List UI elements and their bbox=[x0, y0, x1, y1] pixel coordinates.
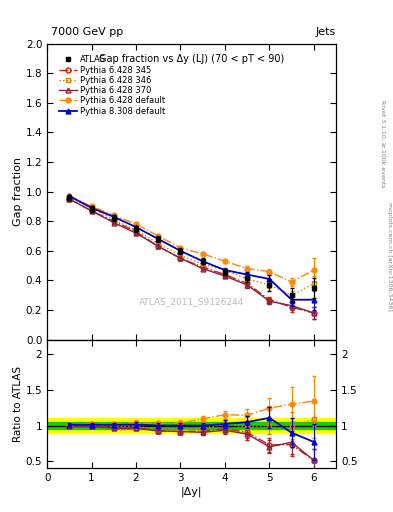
Text: ATLAS_2011_S9126244: ATLAS_2011_S9126244 bbox=[139, 296, 244, 306]
Y-axis label: Gap fraction: Gap fraction bbox=[13, 157, 23, 226]
Legend: ATLAS, Pythia 6.428 345, Pythia 6.428 346, Pythia 6.428 370, Pythia 6.428 defaul: ATLAS, Pythia 6.428 345, Pythia 6.428 34… bbox=[57, 54, 167, 117]
X-axis label: |Δy|: |Δy| bbox=[181, 486, 202, 497]
Text: 7000 GeV pp: 7000 GeV pp bbox=[51, 27, 123, 37]
Text: mcplots.cern.ch [arXiv:1306.3436]: mcplots.cern.ch [arXiv:1306.3436] bbox=[387, 202, 391, 310]
Text: Rivet 3.1.10, ≥ 100k events: Rivet 3.1.10, ≥ 100k events bbox=[381, 99, 386, 187]
Text: Jets: Jets bbox=[316, 27, 336, 37]
Y-axis label: Ratio to ATLAS: Ratio to ATLAS bbox=[13, 366, 23, 442]
Text: Gap fraction vs Δy (LJ) (70 < pT < 90): Gap fraction vs Δy (LJ) (70 < pT < 90) bbox=[99, 54, 284, 64]
